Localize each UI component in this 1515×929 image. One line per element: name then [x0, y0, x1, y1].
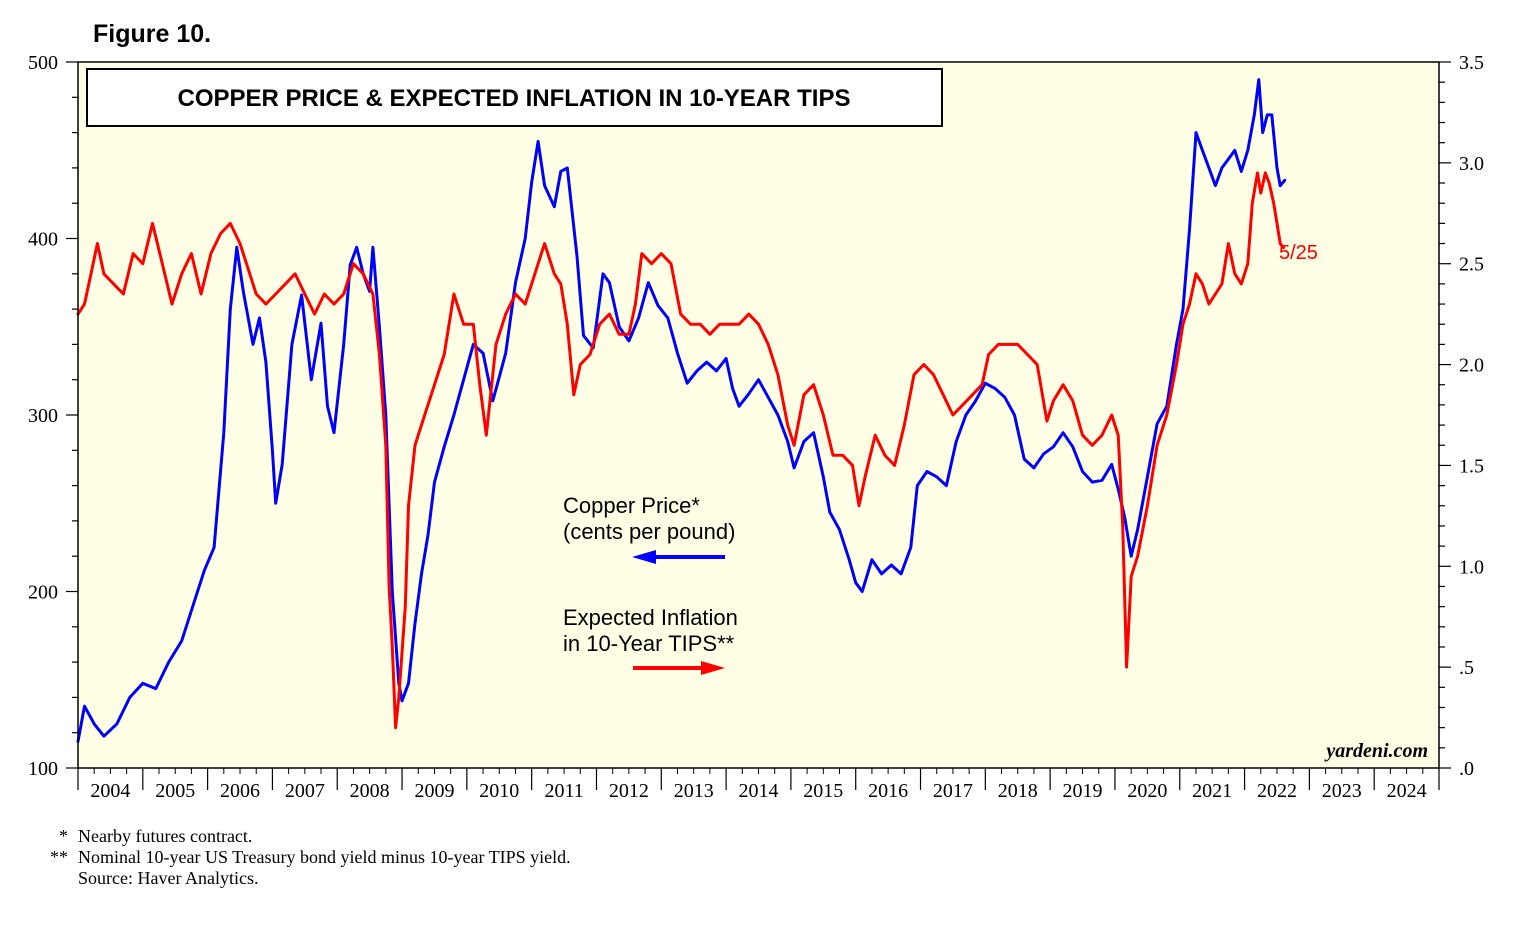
- watermark: yardeni.com: [1324, 740, 1428, 762]
- x-axis-tick-label: 2015: [803, 780, 843, 802]
- x-axis-tick-label: 2018: [998, 780, 1038, 802]
- x-axis-tick-label: 2020: [1127, 780, 1167, 802]
- x-axis-tick-label: 2012: [609, 780, 649, 802]
- right-axis-tick-label: 3.0: [1459, 153, 1484, 175]
- footnote: * Nearby futures contract.: [40, 826, 571, 847]
- copper-price-line: [76, 78, 1287, 743]
- footnote-mark: *: [59, 826, 68, 846]
- footnote: ** Nominal 10-year US Treasury bond yiel…: [40, 847, 571, 868]
- x-axis-tick-label: 2005: [155, 780, 195, 802]
- footnote-mark: **: [50, 847, 68, 867]
- tips-inflation-line: [76, 171, 1285, 730]
- title-box: [86, 68, 943, 127]
- plot-background: [78, 62, 1439, 768]
- x-axis-tick-label: 2009: [414, 780, 454, 802]
- right-axis-tick-label: 1.0: [1459, 556, 1484, 578]
- right-axis-tick-label: 2.0: [1459, 355, 1484, 377]
- footnote-mark: [40, 868, 78, 889]
- x-axis-tick-label: 2019: [1063, 780, 1103, 802]
- x-axis-tick-label: 2022: [1257, 780, 1297, 802]
- right-axis-tick-label: 1.5: [1459, 455, 1484, 477]
- legend-tips-line2: in 10-Year TIPS**: [563, 631, 735, 656]
- x-axis-tick-label: 2007: [285, 780, 325, 802]
- right-axis-tick-label: .0: [1459, 758, 1474, 780]
- footnote-text: Source: Haver Analytics.: [78, 868, 259, 888]
- legend-copper-arrow: [632, 550, 725, 564]
- left-axis-tick-label: 500: [28, 52, 58, 74]
- footnote-text: Nominal 10-year US Treasury bond yield m…: [78, 847, 571, 867]
- x-axis-tick-label: 2004: [90, 780, 130, 802]
- x-axis-tick-label: 2017: [933, 780, 973, 802]
- left-axis-tick-label: 300: [28, 405, 58, 427]
- legend-tips-line1: Expected Inflation: [563, 605, 738, 630]
- legend-copper-line1: Copper Price*: [563, 493, 700, 518]
- x-axis-tick-label: 2016: [868, 780, 908, 802]
- left-axis-tick-label: 400: [28, 229, 58, 251]
- x-axis-tick-label: 2024: [1387, 780, 1427, 802]
- x-axis-tick-label: 2006: [220, 780, 260, 802]
- right-axis-tick-label: 2.5: [1459, 254, 1484, 276]
- figure-label: Figure 10.: [93, 20, 212, 48]
- left-axis-tick-label: 200: [28, 582, 58, 604]
- footnote: Source: Haver Analytics.: [40, 868, 571, 889]
- x-axis-tick-label: 2023: [1322, 780, 1362, 802]
- x-axis-tick-label: 2013: [674, 780, 714, 802]
- right-axis-tick-label: 3.5: [1459, 52, 1484, 74]
- x-axis-tick-label: 2010: [479, 780, 519, 802]
- left-axis-tick-label: 100: [28, 758, 58, 780]
- x-axis-tick-label: 2014: [739, 780, 779, 802]
- chart-title: COPPER PRICE & EXPECTED INFLATION IN 10-…: [178, 85, 851, 112]
- tips-end-label: 5/25: [1279, 242, 1318, 264]
- legend-copper-line2: (cents per pound): [563, 519, 735, 544]
- chart: 100 200 300 400 500 .0 .5 1.0 1.5 2.0 2.5 3.0 3.5 200…: [28, 52, 1484, 802]
- footnote-text: Nearby futures contract.: [78, 826, 253, 846]
- right-axis-tick-label: .5: [1459, 657, 1474, 679]
- footnotes: * Nearby futures contract. ** Nominal 10…: [40, 826, 571, 889]
- x-axis-tick-label: 2008: [350, 780, 390, 802]
- x-axis-tick-label: 2021: [1192, 780, 1232, 802]
- x-axis-tick-label: 2011: [544, 780, 583, 802]
- legend-tips-arrow: [633, 661, 725, 675]
